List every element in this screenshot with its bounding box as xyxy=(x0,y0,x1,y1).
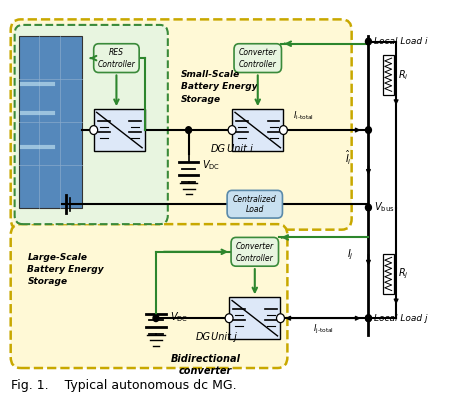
Text: Converter: Converter xyxy=(239,48,277,57)
Text: $I_{\rm i\text{-}total}$: $I_{\rm i\text{-}total}$ xyxy=(292,110,314,122)
Text: $I_{\rm j\text{-}total}$: $I_{\rm j\text{-}total}$ xyxy=(313,323,335,336)
Bar xyxy=(18,36,82,208)
Text: DG: DG xyxy=(210,144,225,154)
Text: $I_j$: $I_j$ xyxy=(347,248,354,262)
FancyBboxPatch shape xyxy=(234,44,282,72)
Text: Converter: Converter xyxy=(236,242,274,251)
Circle shape xyxy=(153,315,159,322)
Text: Battery Energy: Battery Energy xyxy=(27,265,104,274)
Text: $\hat{I}_i$: $\hat{I}_i$ xyxy=(345,149,352,167)
Text: $R_j$: $R_j$ xyxy=(398,267,409,281)
Text: Small-Scale: Small-Scale xyxy=(181,70,240,79)
Circle shape xyxy=(225,314,233,323)
Text: Large-Scale: Large-Scale xyxy=(27,253,88,262)
Text: DG: DG xyxy=(195,332,210,342)
Bar xyxy=(383,55,393,95)
Circle shape xyxy=(365,204,372,211)
Text: Controller: Controller xyxy=(98,60,135,69)
Text: Controller: Controller xyxy=(236,254,273,263)
Circle shape xyxy=(365,315,372,322)
Bar xyxy=(232,109,283,151)
Bar xyxy=(94,109,145,151)
Text: Controller: Controller xyxy=(239,60,277,69)
Text: Bidirectional: Bidirectional xyxy=(171,354,241,364)
FancyBboxPatch shape xyxy=(231,238,279,266)
Text: Local Load i: Local Load i xyxy=(374,37,428,46)
Circle shape xyxy=(90,126,98,135)
Circle shape xyxy=(186,127,191,133)
Text: Local Load j: Local Load j xyxy=(374,314,428,323)
Bar xyxy=(229,297,281,339)
Text: $V_{\rm DC}$: $V_{\rm DC}$ xyxy=(170,310,188,324)
Text: Battery Energy: Battery Energy xyxy=(181,82,257,91)
Circle shape xyxy=(365,38,372,45)
Text: $V_{\rm bus}$: $V_{\rm bus}$ xyxy=(374,201,395,215)
Text: $V_{\rm DC}$: $V_{\rm DC}$ xyxy=(202,159,220,173)
Text: Storage: Storage xyxy=(181,95,221,103)
FancyBboxPatch shape xyxy=(227,190,283,218)
FancyBboxPatch shape xyxy=(94,44,139,72)
Text: Fig. 1.    Typical autonomous dc MG.: Fig. 1. Typical autonomous dc MG. xyxy=(11,379,237,392)
Circle shape xyxy=(228,126,236,135)
Bar xyxy=(383,254,393,294)
Text: RES: RES xyxy=(109,48,124,57)
FancyBboxPatch shape xyxy=(11,224,287,368)
Text: Unit i: Unit i xyxy=(224,144,253,154)
Text: Storage: Storage xyxy=(27,277,68,286)
FancyBboxPatch shape xyxy=(11,19,352,229)
FancyBboxPatch shape xyxy=(15,25,168,224)
Text: $R_i$: $R_i$ xyxy=(398,68,409,82)
Circle shape xyxy=(280,126,287,135)
Text: Load: Load xyxy=(246,205,264,214)
Circle shape xyxy=(365,127,372,133)
Text: Centralized: Centralized xyxy=(233,195,277,204)
Text: Unit j: Unit j xyxy=(209,332,237,342)
Circle shape xyxy=(276,314,284,323)
Circle shape xyxy=(365,315,372,322)
Text: converter: converter xyxy=(179,366,232,377)
